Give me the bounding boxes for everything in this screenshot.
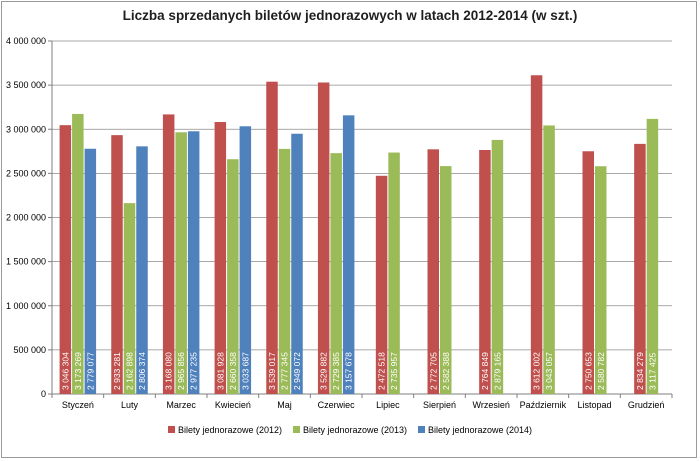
data-label: 3 612 002 — [532, 352, 542, 390]
x-tick-label: Luty — [121, 400, 139, 410]
y-tick-label: 500 000 — [13, 345, 46, 355]
x-tick-label: Listopad — [577, 400, 611, 410]
data-label: 2 750 653 — [583, 352, 593, 390]
legend-entry: Bilety jednorazowe (2013) — [303, 425, 407, 435]
data-label: 3 173 269 — [73, 352, 83, 390]
data-label: 2 580 782 — [596, 352, 606, 390]
bar — [582, 151, 594, 394]
bar — [479, 150, 491, 394]
x-tick-label: Marzec — [166, 400, 196, 410]
data-label: 3 157 678 — [344, 352, 354, 390]
data-label: 2 735 957 — [389, 352, 399, 390]
bar — [342, 115, 355, 395]
bar — [530, 75, 543, 395]
y-tick-label: 3 000 000 — [6, 124, 46, 134]
data-label: 3 081 928 — [215, 352, 225, 390]
bar — [175, 132, 187, 394]
bar — [634, 143, 646, 394]
y-tick-label: 3 500 000 — [6, 80, 46, 90]
y-tick-label: 1 500 000 — [6, 257, 46, 267]
y-tick-label: 2 500 000 — [6, 168, 46, 178]
bar — [291, 133, 303, 395]
bar — [317, 82, 330, 394]
bar — [162, 114, 175, 395]
bar — [59, 125, 72, 395]
data-label: 2 764 849 — [480, 352, 490, 390]
x-tick-label: Kwiecień — [215, 400, 251, 410]
bar — [543, 125, 555, 394]
bar — [266, 81, 278, 394]
data-label: 2 965 856 — [176, 352, 186, 390]
bar — [595, 166, 607, 394]
data-label: 2 660 358 — [228, 352, 238, 390]
data-label: 2 933 281 — [112, 352, 122, 390]
data-label: 2 772 705 — [428, 352, 438, 390]
y-tick-label: 2 000 000 — [6, 213, 46, 223]
bar — [187, 131, 200, 394]
x-tick-label: Czerwiec — [318, 400, 356, 410]
x-tick-label: Styczeń — [62, 400, 94, 410]
legend-entry: Bilety jednorazowe (2012) — [178, 425, 282, 435]
bar — [427, 149, 439, 394]
data-label: 3 168 080 — [164, 352, 174, 390]
bar — [388, 152, 400, 394]
chart-title: Liczba sprzedanych biletów jednorazowych… — [122, 8, 578, 23]
bar — [123, 203, 136, 394]
x-tick-label: Maj — [277, 400, 292, 410]
bar — [84, 148, 97, 394]
bar — [227, 159, 239, 394]
bar — [440, 166, 452, 394]
data-label: 3 529 882 — [319, 352, 329, 390]
data-label: 2 834 279 — [635, 352, 645, 390]
y-tick-label: 1 000 000 — [6, 301, 46, 311]
data-label: 3 033 687 — [240, 352, 250, 390]
data-label: 2 582 388 — [441, 352, 451, 390]
data-label: 2 879 165 — [492, 352, 502, 390]
data-label: 3 046 304 — [60, 352, 70, 390]
data-label: 3 043 057 — [544, 352, 554, 390]
legend-swatch — [418, 426, 425, 433]
x-tick-label: Wrzesień — [472, 400, 509, 410]
bar — [239, 126, 252, 394]
x-tick-label: Sierpień — [423, 400, 456, 410]
bar — [111, 135, 123, 395]
data-label: 3 117 425 — [647, 353, 657, 390]
x-tick-label: Lipiec — [376, 400, 400, 410]
data-label: 2 729 385 — [331, 352, 341, 390]
data-label: 2 949 072 — [292, 352, 302, 390]
data-label: 3 539 017 — [267, 352, 277, 390]
y-tick-label: 0 — [41, 389, 46, 399]
data-label: 2 162 898 — [125, 352, 135, 390]
data-label: 2 779 077 — [85, 352, 95, 390]
legend-swatch — [293, 426, 300, 433]
bar — [330, 153, 342, 394]
x-tick-label: Grudzień — [628, 400, 665, 410]
legend-entry: Bilety jednorazowe (2014) — [428, 425, 532, 435]
bar — [214, 122, 227, 395]
bar — [375, 175, 388, 394]
y-tick-label: 4 000 000 — [6, 36, 46, 46]
legend-swatch — [168, 426, 175, 433]
bar — [136, 146, 148, 394]
data-label: 2 472 518 — [377, 352, 387, 390]
data-label: 2 806 374 — [137, 352, 147, 390]
x-tick-label: Październik — [520, 400, 567, 410]
bar — [491, 139, 504, 394]
bar — [646, 118, 659, 395]
bar — [278, 148, 291, 394]
bar — [72, 113, 84, 394]
data-label: 2 777 345 — [280, 352, 290, 390]
data-label: 2 977 235 — [189, 352, 199, 390]
